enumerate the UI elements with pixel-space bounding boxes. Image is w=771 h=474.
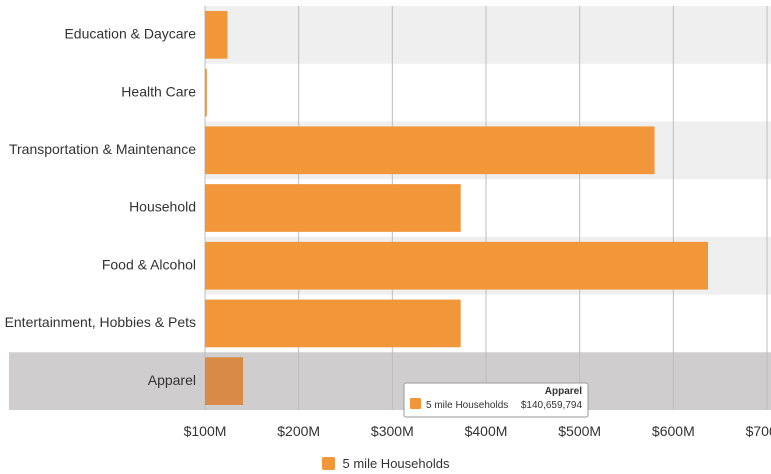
- category-label-entertainment-hobbies-pets: Entertainment, Hobbies & Pets: [5, 314, 196, 330]
- x-tick-label: $700M: [746, 423, 771, 439]
- x-tick-label: $100M: [184, 423, 227, 439]
- bar-education-daycare[interactable]: [205, 11, 228, 59]
- category-label-education-daycare: Education & Daycare: [64, 26, 196, 42]
- bar-apparel[interactable]: [205, 357, 244, 405]
- tooltip-box: [403, 382, 589, 418]
- tooltip-title: Apparel: [545, 386, 582, 397]
- x-tick-label: $400M: [465, 423, 508, 439]
- tooltip: Apparel 5 mile Households $140,659,794: [403, 382, 589, 418]
- category-label-household: Household: [129, 199, 196, 215]
- x-tick-label: $300M: [371, 423, 414, 439]
- x-tick-label: $200M: [277, 423, 320, 439]
- tooltip-series: 5 mile Households: [426, 400, 508, 411]
- legend-label: 5 mile Households: [342, 456, 450, 471]
- bar-transportation-maintenance[interactable]: [205, 126, 655, 175]
- category-label-transportation-maintenance: Transportation & Maintenance: [9, 141, 196, 157]
- category-label-apparel: Apparel: [148, 372, 196, 388]
- x-axis-tick-labels: $100M $200M $300M $400M $500M $600M $700M: [184, 423, 771, 439]
- tooltip-swatch: [410, 398, 421, 409]
- x-tick-label: $500M: [558, 423, 601, 439]
- highlight-band: [9, 352, 771, 410]
- bar-health-care[interactable]: [205, 68, 207, 117]
- category-band: [205, 6, 771, 64]
- legend[interactable]: 5 mile Households: [0, 456, 771, 471]
- bar-entertainment-hobbies-pets[interactable]: [205, 299, 461, 348]
- legend-swatch: [321, 457, 335, 470]
- category-label-health-care: Health Care: [121, 83, 196, 99]
- category-labels: Education & Daycare Health Care Transporta…: [5, 26, 197, 388]
- tooltip-value: $140,659,794: [521, 400, 583, 411]
- x-tick-label: $600M: [652, 423, 695, 439]
- bar-household[interactable]: [205, 184, 461, 232]
- bars: [205, 11, 708, 405]
- category-label-food-alcohol: Food & Alcohol: [102, 256, 196, 272]
- bar-food-alcohol[interactable]: [205, 241, 708, 290]
